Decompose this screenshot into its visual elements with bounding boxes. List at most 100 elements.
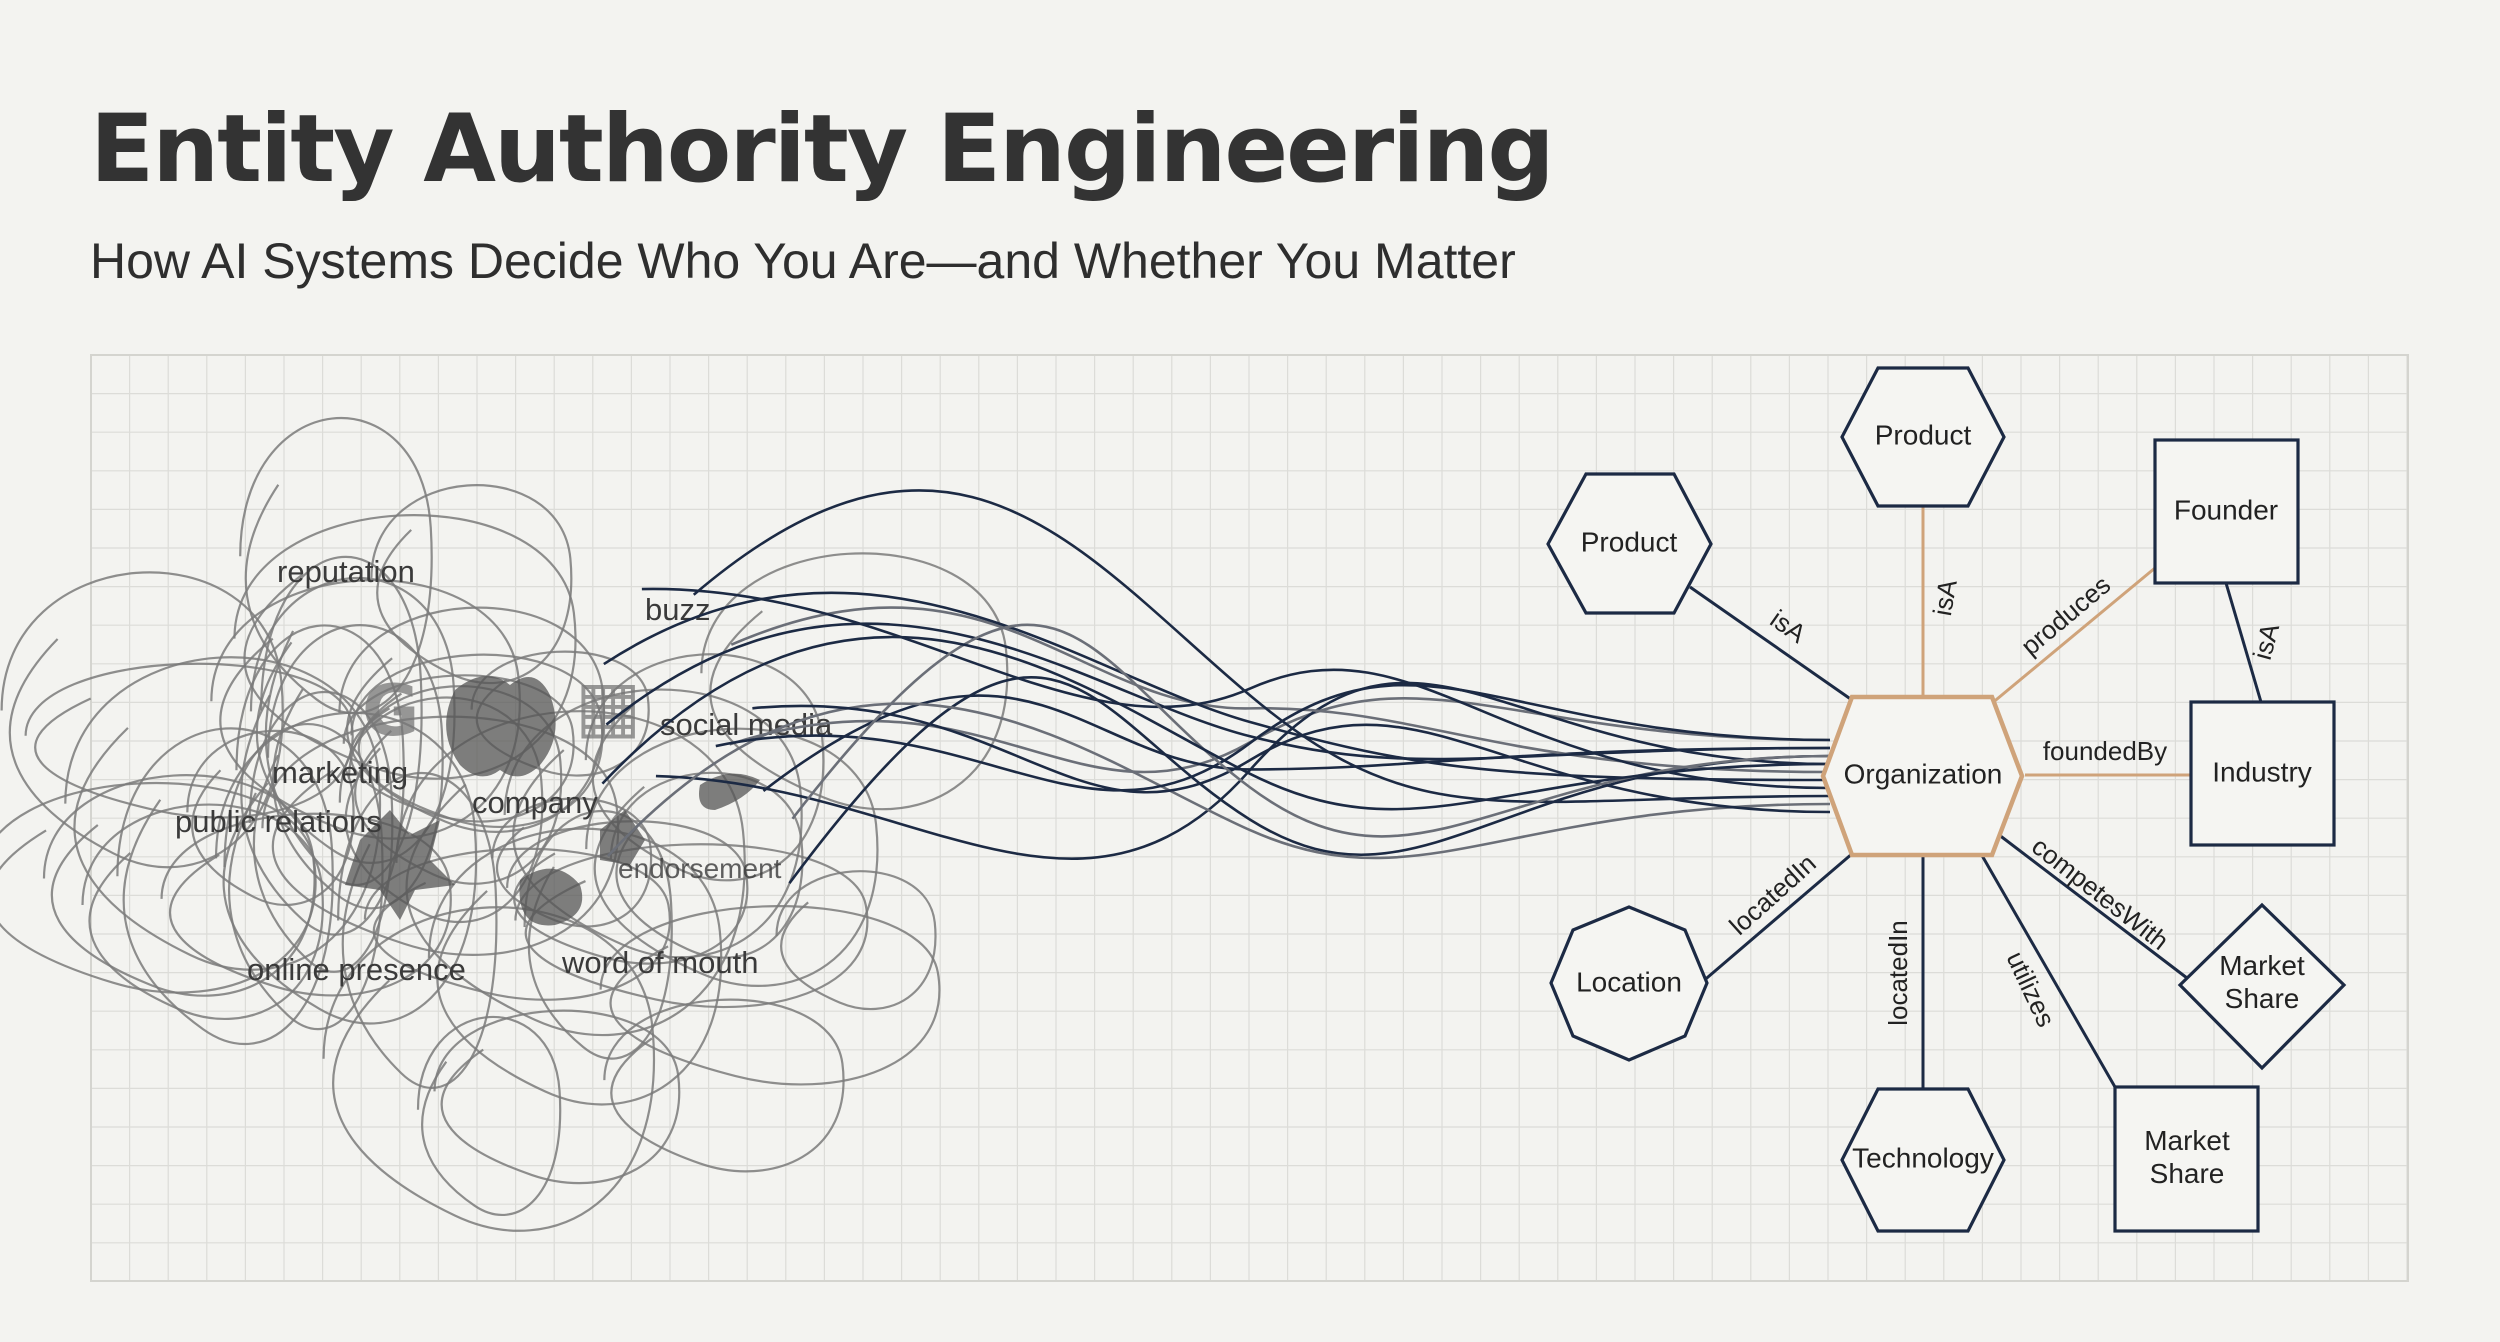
graph-nodes: Organization Product Product Founder Ind… [1546, 366, 2347, 1233]
scribble-loop [599, 905, 941, 1086]
scribble-loop [116, 727, 334, 1046]
flow-line [641, 587, 1831, 790]
flow-line [692, 489, 1831, 804]
logo-g-icon: G [362, 670, 419, 752]
node-label-line: Market [2144, 1125, 2230, 1156]
edge-label-isA: isA [1927, 577, 1963, 618]
organization-hexagon [1820, 694, 2025, 858]
node-label-product: Product [1875, 419, 1972, 450]
flow-line [606, 702, 1831, 860]
location-heptagon [1549, 905, 1709, 1062]
word-company: company [472, 785, 598, 820]
node-label-organization: Organization [1844, 758, 2003, 789]
technology-hexagon [1840, 1087, 2006, 1233]
market-share-diamond-shape [2177, 902, 2347, 1071]
edge-label-foundedBy: foundedBy [2043, 736, 2167, 766]
flow-line [752, 704, 1831, 814]
scribble-loop [322, 906, 655, 1232]
scribble-loop [81, 803, 324, 1020]
word-word-of-mouth: word of mouth [561, 945, 758, 980]
scribble-loop [160, 812, 452, 997]
scribble-loop [700, 552, 1009, 811]
logo-star-icon [345, 810, 455, 920]
scribble-loop [186, 729, 355, 907]
node-label-technology: Technology [1852, 1142, 1994, 1173]
node-market-share-square: Market Share [2113, 1085, 2260, 1233]
flow-line [788, 676, 1831, 884]
scribble-loop [416, 1015, 562, 1216]
node-label-industry: Industry [2212, 756, 2312, 787]
word-buzz: buzz [645, 592, 710, 627]
scribble-loop [491, 797, 653, 928]
scribble-loop [0, 781, 317, 994]
flow-line [715, 683, 1831, 792]
edge-location [1700, 845, 1861, 985]
scribble-loop [239, 417, 433, 715]
node-label-location: Location [1576, 966, 1682, 997]
scribble-loop [363, 847, 671, 1001]
node-label-product: Product [1581, 526, 1678, 557]
node-founder: Founder [2153, 438, 2300, 585]
node-location: Location [1549, 905, 1709, 1062]
word-marketing: marketing [272, 755, 408, 790]
scribble-loop [64, 656, 382, 971]
word-online-presence: online presence [247, 952, 466, 987]
scribble-loop [338, 606, 606, 833]
scribble-loop [260, 555, 423, 887]
node-label-line: Share [2150, 1158, 2225, 1189]
scribble-loop [427, 827, 723, 1106]
node-industry: Industry [2189, 700, 2336, 847]
scribble-loop [42, 774, 316, 997]
scribble-loop [433, 1009, 681, 1185]
edge-product-left [1689, 585, 1863, 709]
logo-swirl-icon [519, 868, 583, 926]
edge-label-produces: produces [2015, 570, 2116, 662]
chaos-cloud [0, 417, 1009, 1232]
scribble-loop [585, 727, 879, 987]
flow-line [605, 622, 1831, 761]
product-hexagon [1546, 472, 1713, 615]
market-share-square-shape [2113, 1085, 2260, 1233]
node-label-founder: Founder [2174, 494, 2278, 525]
page-title: Entity Authority Engineering [90, 95, 1555, 204]
apple-logo-icon [446, 676, 556, 777]
word-public-relations: public relations [175, 804, 382, 839]
node-label-market: Market Share [2219, 950, 2305, 1014]
logo-bird-icon [699, 773, 760, 810]
scribble-loop [337, 771, 498, 1089]
node-product-left: Product [1546, 472, 1713, 615]
word-endorsement: endorsement [618, 853, 782, 884]
node-market-share-diamond: Market Share [2177, 902, 2347, 1071]
node-organization: Organization [1820, 694, 2025, 858]
edge-market-share-diamond [1989, 826, 2188, 980]
edge-label-locatedIn: locatedIn [1883, 920, 1913, 1026]
founder-square [2153, 438, 2300, 585]
node-label-line: Share [2225, 983, 2300, 1014]
flow-lines [601, 489, 1831, 884]
word-reputation: reputation [277, 554, 415, 589]
product-hexagon [1840, 366, 2006, 508]
scribble-loop [603, 998, 845, 1173]
edge-label-utilizes: utilizes [2001, 947, 2062, 1032]
edge-founder-industry [2224, 582, 2263, 703]
chaos-words: reputation buzz social media marketing c… [175, 554, 833, 987]
scribble-loop [248, 690, 394, 973]
scribble-loop [370, 484, 573, 684]
node-label-market-share: Market Share [2144, 1125, 2230, 1189]
flow-line [791, 623, 1831, 838]
scribble-loop [261, 715, 620, 956]
edge-founder [1984, 566, 2156, 711]
edge-market-share-square [1978, 851, 2117, 1088]
scribble-loop [214, 711, 478, 1025]
flow-line [601, 635, 1831, 811]
scribble-loop [210, 579, 521, 840]
scribble-loop [0, 571, 284, 869]
industry-square [2189, 700, 2336, 847]
edge-label-locatedIn: locatedIn [1723, 848, 1821, 941]
page-subtitle: How AI Systems Decide Who You Are—and Wh… [90, 233, 1516, 289]
scribble-loop [523, 809, 673, 1060]
node-label-market-share: Market [2219, 950, 2305, 981]
node-product-top: Product [1840, 366, 2006, 508]
grid-frame [90, 354, 2409, 1282]
